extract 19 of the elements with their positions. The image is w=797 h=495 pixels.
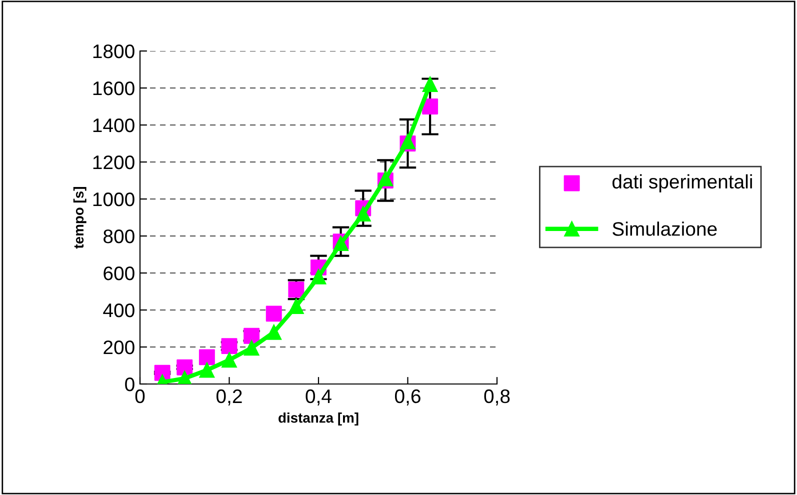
y-tick-label: 1000: [93, 192, 134, 206]
y-tick-label: 1600: [93, 81, 134, 96]
legend-label: Simulazione: [612, 222, 717, 236]
y-tick-label: 400: [103, 303, 134, 318]
x-axis-title: distanza [m]: [278, 412, 358, 426]
y-axis-title: tempo [s]: [73, 187, 86, 249]
y-tick-label: 1800: [93, 44, 134, 58]
y-tick-label: 600: [104, 266, 134, 280]
y-tick-label: 200: [104, 340, 134, 354]
x-tick-label: 0: [135, 389, 145, 404]
x-tick-label: 0,2: [216, 389, 242, 406]
y-tick-label: 1200: [93, 155, 134, 170]
y-tick-label: 0: [125, 377, 134, 392]
x-tick-label: 0,8: [484, 389, 510, 406]
y-tick-label: 1400: [93, 118, 134, 132]
x-tick-label: 0,6: [394, 389, 420, 406]
legend-label: dati sperimentali: [612, 174, 752, 192]
y-tick-label: 800: [104, 229, 134, 244]
x-tick-label: 0,4: [306, 389, 332, 406]
